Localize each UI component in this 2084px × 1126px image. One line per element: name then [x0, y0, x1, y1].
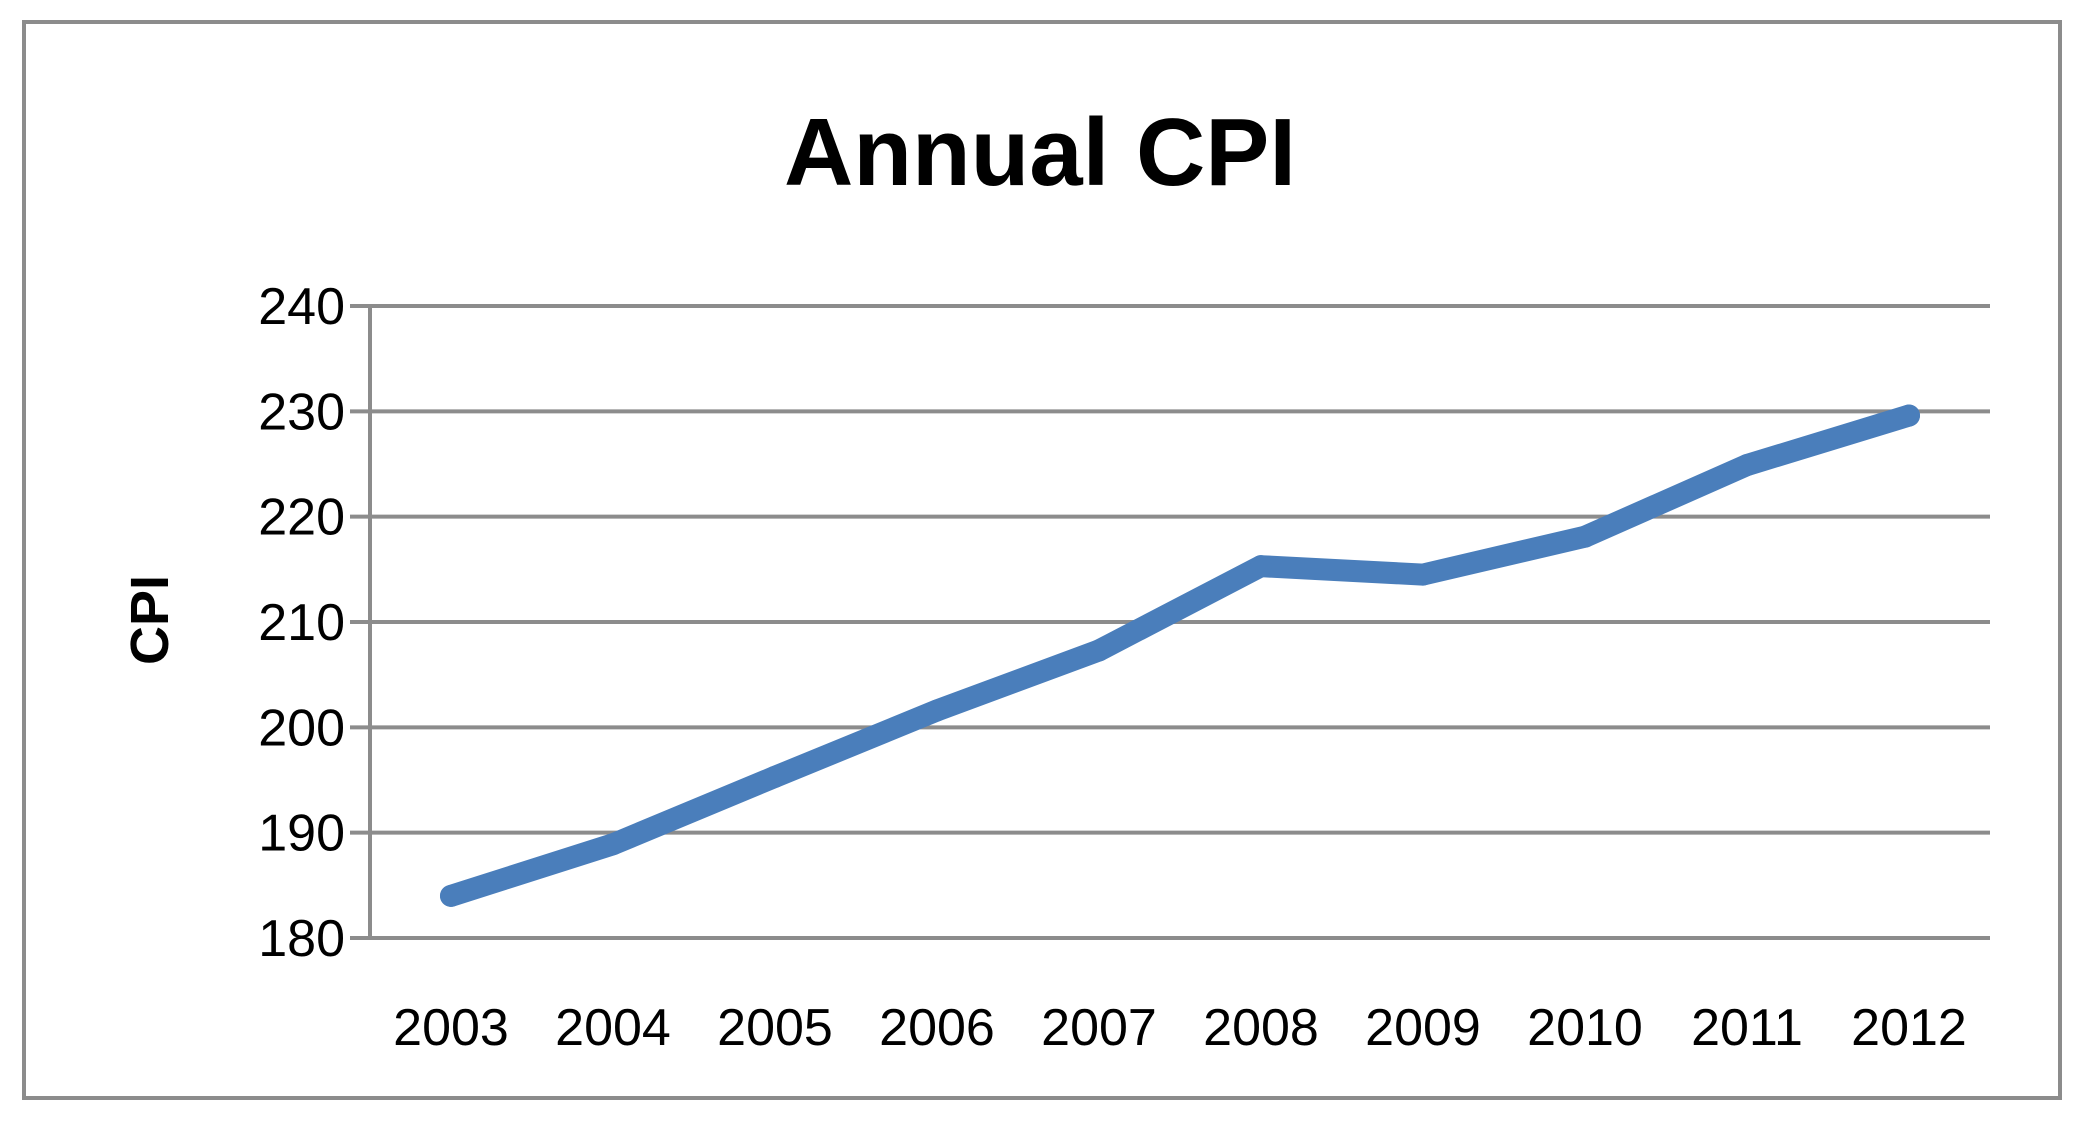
- y-tick-label: 190: [258, 805, 345, 863]
- x-tick-label: 2004: [555, 999, 671, 1057]
- y-tick-label: 220: [258, 489, 345, 547]
- data-point-2007: [1088, 639, 1110, 662]
- x-tick-label: 2005: [717, 999, 833, 1057]
- x-tick-label: 2010: [1527, 999, 1643, 1057]
- data-point-2011: [1736, 454, 1758, 477]
- y-tick-label: 180: [258, 910, 345, 968]
- data-point-2006: [926, 699, 948, 722]
- data-point-2009: [1412, 563, 1434, 586]
- series-line: [440, 404, 1920, 907]
- y-tick-label: 210: [258, 594, 345, 652]
- x-tick-label: 2008: [1203, 999, 1319, 1057]
- y-tick-label: 230: [258, 383, 345, 441]
- x-tick-label: 2003: [393, 999, 509, 1057]
- data-point-2010: [1574, 525, 1596, 548]
- y-tick-labels: 180 190 200 210 220 230 240: [258, 278, 345, 968]
- data-point-2004: [602, 833, 624, 856]
- data-point-2012: [1898, 404, 1920, 427]
- data-point-2008: [1250, 555, 1272, 578]
- x-tick-label: 2009: [1365, 999, 1481, 1057]
- series-layer: [440, 404, 1920, 907]
- x-tick-label: 2007: [1041, 999, 1157, 1057]
- x-tick-label: 2006: [879, 999, 995, 1057]
- chart-frame: [22, 20, 2062, 1100]
- data-point-2003: [440, 884, 462, 907]
- y-tick-label: 240: [258, 278, 345, 336]
- data-point-2005: [764, 765, 786, 788]
- chart-title: Annual CPI: [784, 99, 1296, 206]
- x-tick-labels: 2003 2004 2005 2006 2007 2008 2009 2010 2011 2012: [393, 999, 1967, 1057]
- y-tick-label: 200: [258, 699, 345, 757]
- x-tick-label: 2012: [1851, 999, 1967, 1057]
- x-tick-label: 2011: [1691, 999, 1803, 1057]
- y-axis-label: CPI: [120, 575, 180, 665]
